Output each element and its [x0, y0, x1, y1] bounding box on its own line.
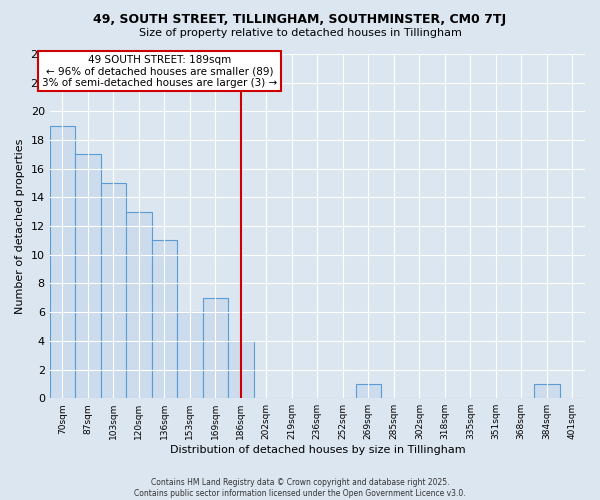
- Bar: [75, 154, 101, 398]
- Bar: [203, 298, 228, 398]
- Bar: [356, 384, 381, 398]
- X-axis label: Distribution of detached houses by size in Tillingham: Distribution of detached houses by size …: [170, 445, 465, 455]
- Y-axis label: Number of detached properties: Number of detached properties: [15, 138, 25, 314]
- Text: 49, SOUTH STREET, TILLINGHAM, SOUTHMINSTER, CM0 7TJ: 49, SOUTH STREET, TILLINGHAM, SOUTHMINST…: [94, 12, 506, 26]
- Bar: [152, 240, 177, 398]
- Bar: [101, 183, 126, 398]
- Text: Contains HM Land Registry data © Crown copyright and database right 2025.
Contai: Contains HM Land Registry data © Crown c…: [134, 478, 466, 498]
- Text: 49 SOUTH STREET: 189sqm
← 96% of detached houses are smaller (89)
3% of semi-det: 49 SOUTH STREET: 189sqm ← 96% of detache…: [41, 54, 277, 88]
- Bar: [50, 126, 75, 398]
- Bar: [177, 312, 203, 398]
- Bar: [126, 212, 152, 398]
- Text: Size of property relative to detached houses in Tillingham: Size of property relative to detached ho…: [139, 28, 461, 38]
- Bar: [534, 384, 560, 398]
- Bar: [228, 341, 254, 398]
